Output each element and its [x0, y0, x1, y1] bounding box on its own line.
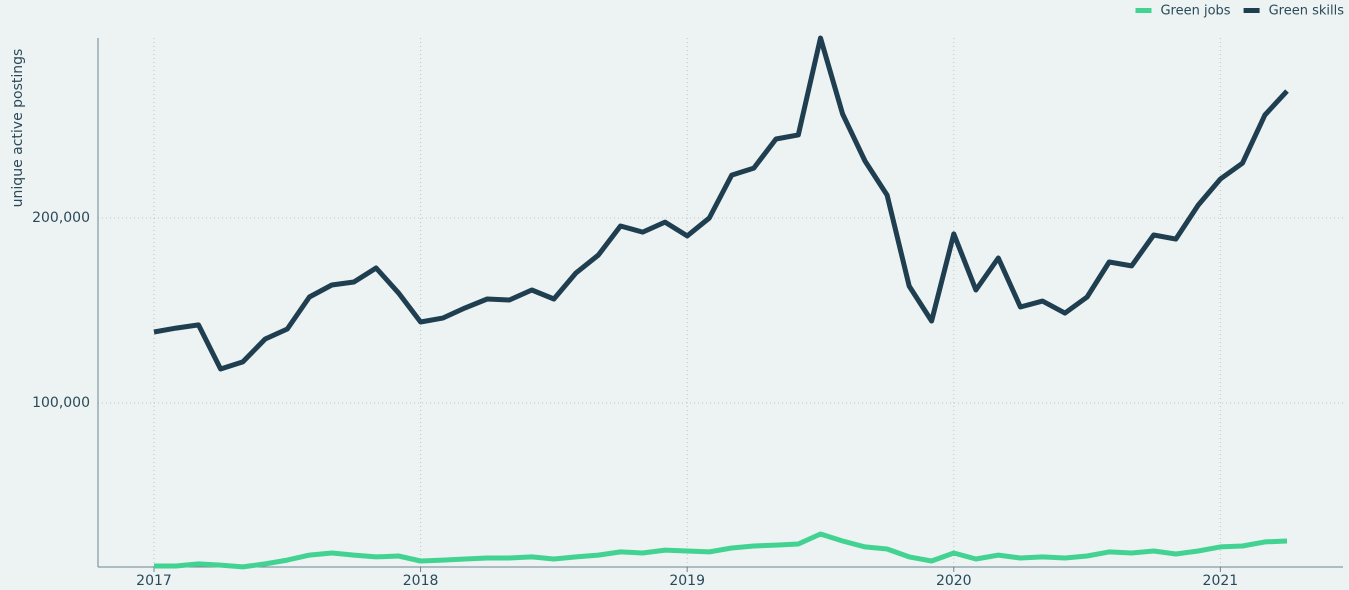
line [153, 35, 1289, 372]
y-axis-label: unique active postings [10, 49, 26, 208]
line [154, 531, 1288, 570]
x-tick-label: 2017 [136, 573, 172, 589]
y-tick-label: 200,000 [32, 210, 90, 226]
x-tick-label: 2018 [403, 573, 439, 589]
x-tick-label: 2021 [1203, 573, 1239, 589]
x-tick-label: 2019 [669, 573, 705, 589]
legend-swatch [1135, 8, 1152, 13]
y-tick-label: 100,000 [32, 395, 90, 411]
legend-label: Green skills [1269, 4, 1345, 19]
legend-swatch [1243, 8, 1260, 13]
x-tick-label: 2020 [936, 573, 972, 589]
legend-label: Green jobs [1160, 4, 1230, 19]
